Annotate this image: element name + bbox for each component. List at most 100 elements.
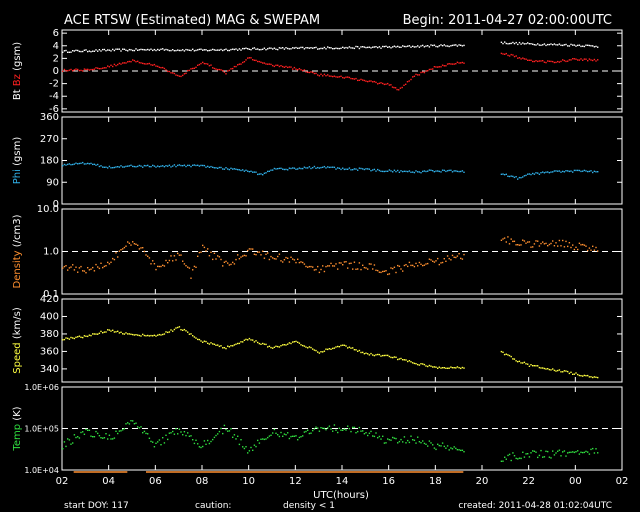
x-tick-label: 02	[616, 476, 629, 487]
data-point	[358, 79, 361, 81]
data-point	[143, 63, 146, 65]
data-point	[455, 170, 457, 172]
data-point	[538, 454, 541, 457]
data-point	[123, 428, 126, 430]
data-point	[93, 436, 96, 438]
data-point	[550, 171, 552, 173]
data-point	[425, 365, 427, 367]
data-point	[228, 168, 231, 171]
data-point	[240, 63, 242, 65]
data-point	[413, 75, 416, 77]
data-point	[460, 367, 462, 370]
data-point	[417, 45, 419, 47]
data-point	[308, 346, 311, 348]
data-point	[358, 349, 361, 352]
data-point	[435, 448, 437, 451]
y-tick-label: 180	[40, 156, 59, 167]
data-point	[548, 172, 551, 174]
data-point	[143, 250, 146, 253]
data-point	[148, 62, 151, 65]
data-point	[83, 68, 86, 70]
data-point	[252, 449, 254, 451]
data-point	[405, 170, 407, 173]
data-point	[522, 176, 524, 178]
data-point	[562, 371, 564, 373]
data-point	[130, 333, 132, 335]
data-point	[463, 451, 465, 453]
data-point	[300, 69, 302, 71]
data-point	[347, 267, 349, 269]
data-point	[563, 59, 566, 62]
data-point	[267, 170, 269, 173]
caution-label: caution:	[195, 501, 231, 511]
data-point	[562, 239, 564, 242]
data-point	[597, 250, 599, 252]
data-point	[450, 63, 452, 65]
data-point	[152, 49, 154, 52]
data-point	[587, 451, 589, 453]
data-point	[420, 45, 422, 47]
data-point	[205, 250, 207, 252]
data-point	[355, 432, 357, 434]
data-point	[255, 340, 257, 342]
data-point	[267, 346, 269, 348]
data-point	[277, 345, 279, 348]
data-point	[253, 341, 256, 343]
data-point	[387, 46, 389, 48]
data-point	[210, 342, 212, 344]
data-point	[185, 72, 187, 74]
data-point	[205, 443, 207, 445]
data-point	[163, 442, 166, 444]
y-tick-label: 90	[46, 177, 59, 188]
data-point	[138, 334, 141, 337]
data-point	[70, 51, 72, 53]
data-point	[305, 47, 307, 49]
data-point	[347, 76, 349, 78]
data-point	[456, 61, 459, 63]
data-point	[453, 367, 455, 369]
data-point	[393, 45, 396, 47]
data-point	[255, 445, 257, 448]
data-point	[197, 443, 199, 445]
data-point	[312, 71, 314, 74]
data-point	[157, 334, 159, 336]
data-point	[523, 361, 526, 363]
data-point	[582, 375, 584, 377]
data-point	[102, 332, 104, 334]
data-point	[308, 265, 311, 268]
data-point	[97, 266, 99, 268]
data-point	[277, 434, 279, 436]
data-point	[250, 446, 252, 449]
data-point	[148, 437, 151, 439]
data-point	[500, 41, 503, 43]
data-point	[405, 359, 407, 361]
data-point	[570, 59, 572, 61]
data-point	[105, 50, 107, 52]
data-point	[446, 255, 449, 257]
data-point	[545, 61, 547, 64]
data-point	[508, 42, 511, 45]
data-point	[408, 45, 411, 47]
data-point	[157, 265, 159, 268]
data-point	[227, 262, 229, 264]
data-point	[295, 435, 297, 437]
data-point	[585, 450, 587, 453]
data-point	[420, 71, 422, 74]
data-point	[393, 86, 395, 89]
data-point	[167, 262, 169, 264]
data-point	[158, 265, 161, 268]
data-point	[120, 249, 122, 251]
data-point	[250, 170, 252, 172]
data-point	[298, 167, 301, 169]
data-point	[157, 48, 159, 51]
data-point	[302, 167, 304, 170]
data-point	[298, 436, 301, 439]
data-point	[188, 49, 191, 51]
data-point	[532, 450, 534, 452]
data-point	[228, 49, 231, 52]
data-point	[412, 76, 414, 78]
data-point	[437, 367, 439, 369]
data-point	[138, 248, 141, 250]
data-point	[80, 336, 82, 338]
